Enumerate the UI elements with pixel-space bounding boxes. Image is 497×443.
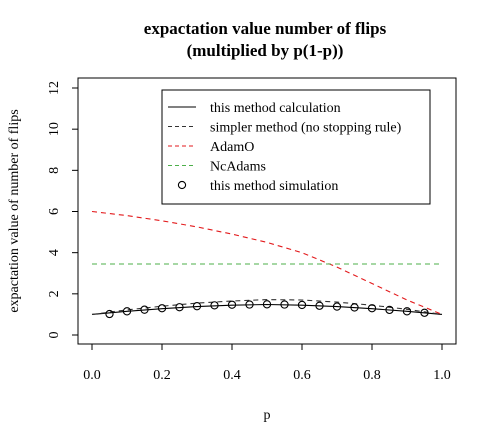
series-point-this-method-simulation bbox=[420, 308, 429, 317]
series-point-this-method-simulation bbox=[315, 301, 324, 310]
legend-label-adamo: AdamO bbox=[210, 140, 254, 155]
series-line-adamo bbox=[91, 210, 443, 315]
legend-label-this-method-simulation: this method simulation bbox=[210, 179, 338, 194]
y-tick-label: 2 bbox=[47, 290, 62, 297]
legend: this method calculation simpler method (n… bbox=[161, 89, 431, 205]
series-point-this-method-simulation bbox=[280, 300, 289, 309]
y-tick-label: 6 bbox=[47, 208, 62, 215]
axes: 0.0 0.2 0.4 0.6 0.8 1.0 0 2 4 6 8 10 12 bbox=[47, 81, 451, 383]
series-point-this-method-simulation bbox=[157, 304, 167, 313]
series-point-this-method-simulation bbox=[210, 301, 219, 310]
series-point-this-method-simulation bbox=[332, 302, 342, 311]
series-point-this-method-simulation bbox=[245, 300, 254, 309]
legend-label-this-method-calculation: this method calculation bbox=[210, 101, 341, 116]
chart-subtitle: (multiplied by p(1-p)) bbox=[187, 41, 344, 60]
series-point-this-method-simulation bbox=[350, 303, 359, 312]
series-layer bbox=[91, 210, 443, 319]
legend-label-ncadams: NcAdams bbox=[210, 160, 266, 175]
series-point-this-method-simulation bbox=[402, 307, 412, 316]
series-point-this-method-simulation bbox=[122, 307, 132, 316]
y-tick-label: 4 bbox=[47, 249, 62, 256]
legend-key-this-method-simulation bbox=[177, 180, 187, 190]
y-tick-label: 10 bbox=[47, 122, 62, 136]
x-tick-label: 0.4 bbox=[223, 368, 241, 383]
series-point-this-method-simulation bbox=[175, 303, 184, 312]
series-point-this-method-simulation bbox=[140, 305, 149, 314]
x-axis-label: p bbox=[264, 408, 271, 423]
x-tick-label: 1.0 bbox=[433, 368, 451, 383]
legend-label-simpler-method-no-stopping-rule: simpler method (no stopping rule) bbox=[210, 121, 402, 136]
y-tick-label: 12 bbox=[47, 81, 62, 95]
x-tick-label: 0.0 bbox=[83, 368, 101, 383]
y-axis-label: expactation value of number of flips bbox=[7, 109, 22, 312]
series-line-this-method-calculation bbox=[91, 303, 443, 315]
series-point-this-method-simulation bbox=[367, 304, 377, 313]
series-point-this-method-simulation bbox=[105, 309, 114, 319]
legend-box bbox=[161, 89, 431, 205]
x-tick-label: 0.2 bbox=[153, 368, 171, 383]
x-tick-label: 0.6 bbox=[293, 368, 311, 383]
series-line-simpler-method-no-stopping-rule bbox=[91, 299, 443, 315]
x-tick-label: 0.8 bbox=[363, 368, 381, 383]
y-tick-label: 8 bbox=[47, 167, 62, 174]
y-tick-label: 0 bbox=[47, 332, 62, 339]
chart-title: expactation value number of flips bbox=[144, 19, 387, 38]
series-point-this-method-simulation bbox=[262, 300, 272, 309]
series-point-this-method-simulation bbox=[385, 305, 394, 315]
series-point-this-method-simulation bbox=[227, 300, 237, 309]
series-point-this-method-simulation bbox=[297, 300, 307, 310]
series-point-this-method-simulation bbox=[192, 302, 202, 311]
